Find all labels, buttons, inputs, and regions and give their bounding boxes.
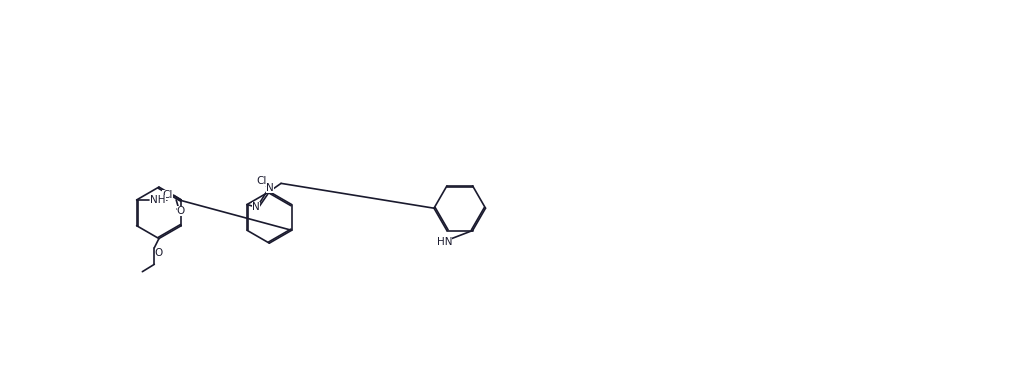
- Text: O: O: [177, 206, 185, 216]
- Text: HN: HN: [437, 237, 453, 248]
- Text: NH: NH: [150, 195, 166, 205]
- Text: Cl: Cl: [257, 176, 268, 186]
- Text: Cl: Cl: [163, 190, 173, 200]
- Text: O: O: [154, 248, 163, 258]
- Text: N: N: [267, 183, 274, 193]
- Text: N: N: [252, 202, 260, 212]
